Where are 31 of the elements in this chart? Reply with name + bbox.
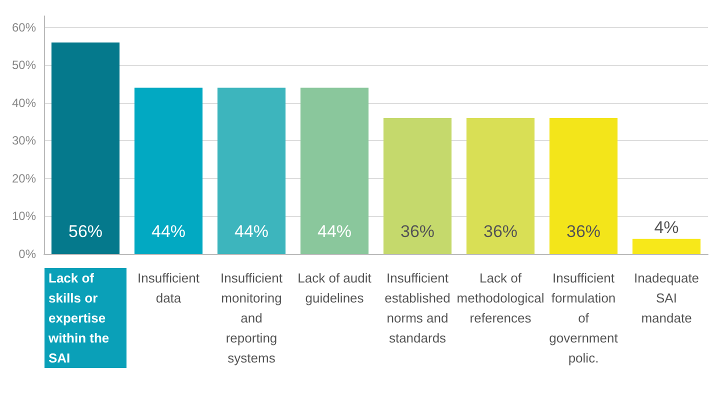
- data-label: 56%: [68, 222, 103, 241]
- x-tick-label: Insufficient data: [138, 270, 200, 306]
- x-tick-label: Inadequate SAI mandate: [634, 270, 700, 326]
- bar: [549, 118, 618, 254]
- y-tick-label: 40%: [12, 96, 36, 110]
- y-tick-label: 60%: [12, 20, 36, 34]
- x-tick-label: Lack of audit guidelines: [298, 270, 372, 306]
- y-tick-label: 10%: [12, 209, 36, 224]
- y-tick-label: 30%: [12, 134, 36, 148]
- bar: [466, 118, 535, 254]
- bar: [383, 118, 452, 254]
- y-tick-label: 0%: [18, 247, 36, 261]
- bar: [632, 238, 701, 254]
- data-label: 36%: [400, 222, 435, 241]
- x-tick-label: Lack of methodological references: [456, 270, 544, 326]
- bar: [300, 88, 369, 254]
- bar: [134, 88, 203, 254]
- bar: [217, 88, 286, 254]
- x-tick-label: Insufficient formulation of government polic.: [549, 270, 618, 366]
- data-label: 36%: [566, 222, 601, 241]
- data-label: 44%: [317, 222, 352, 241]
- data-label: 4%: [654, 218, 679, 237]
- data-label: 44%: [234, 222, 269, 241]
- y-tick-label: 50%: [12, 58, 36, 72]
- x-tick-label: Insufficient established norms and standards: [384, 270, 450, 346]
- bar: [51, 42, 120, 254]
- x-tick-label: Insufficient monitoring and reporting systems: [220, 270, 283, 366]
- x-tick-label: Lack of skills or expertise within the SAI: [48, 270, 110, 366]
- data-label: 36%: [483, 222, 518, 241]
- y-tick-label: 20%: [12, 171, 36, 186]
- data-label: 44%: [151, 222, 186, 241]
